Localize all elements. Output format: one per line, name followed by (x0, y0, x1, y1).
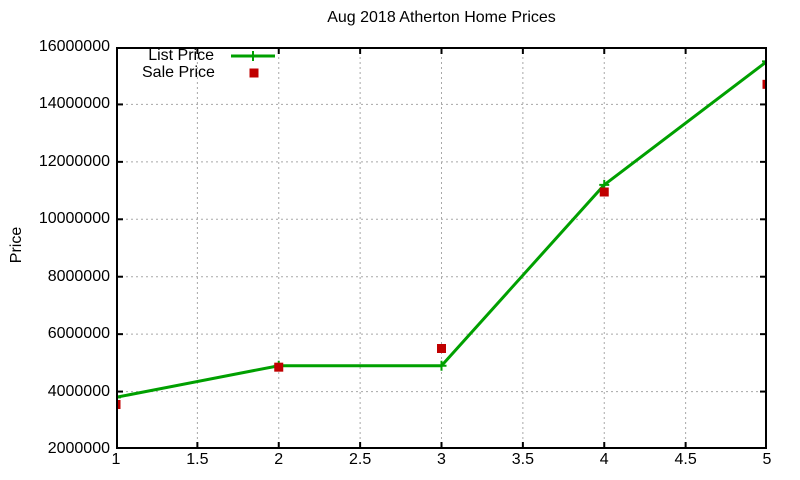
legend: List Price Sale Price (142, 47, 282, 81)
chart-canvas (116, 47, 767, 449)
x-tick-label: 4 (599, 451, 609, 468)
y-tick-label: 6000000 (47, 325, 110, 343)
legend-label-list-price: List Price (148, 47, 214, 64)
y-tick-label: 8000000 (47, 267, 110, 285)
axis-tick-marks (116, 47, 767, 449)
x-tick-label: 1 (111, 451, 121, 468)
chart-title: Aug 2018 Atherton Home Prices (327, 9, 556, 26)
y-tick-label: 14000000 (38, 95, 110, 113)
line-plus-marker-sample (226, 49, 281, 63)
x-tick-label: 2.5 (349, 451, 372, 468)
y-axis-tick-labels: 2000000 4000000 6000000 8000000 10000000 1200… (0, 38, 110, 457)
legend-item-list-price: List Price (142, 47, 282, 64)
y-tick-label: 16000000 (38, 38, 110, 55)
square-marker-sample (227, 66, 282, 80)
plot-area: List Price Sale Price (116, 47, 767, 449)
y-tick-label: 10000000 (38, 210, 110, 228)
series-sale-price (116, 79, 767, 409)
x-axis-tick-labels: 1 1.5 2 2.5 3 3.5 4 4.5 5 (112, 451, 772, 471)
x-tick-label: 1.5 (186, 451, 209, 468)
x-tick-label: 3 (437, 451, 446, 468)
legend-label-sale-price: Sale Price (142, 64, 215, 81)
gridlines (116, 47, 767, 449)
legend-item-sale-price: Sale Price (142, 64, 282, 81)
plot-border (116, 47, 767, 449)
x-tick-label: 4.5 (674, 451, 697, 468)
x-tick-label: 5 (762, 451, 772, 468)
y-tick-label: 4000000 (47, 382, 110, 400)
y-tick-label: 12000000 (38, 152, 110, 170)
y-tick-label: 2000000 (47, 440, 110, 457)
x-tick-label: 3.5 (511, 451, 534, 468)
x-tick-label: 2 (274, 451, 284, 468)
